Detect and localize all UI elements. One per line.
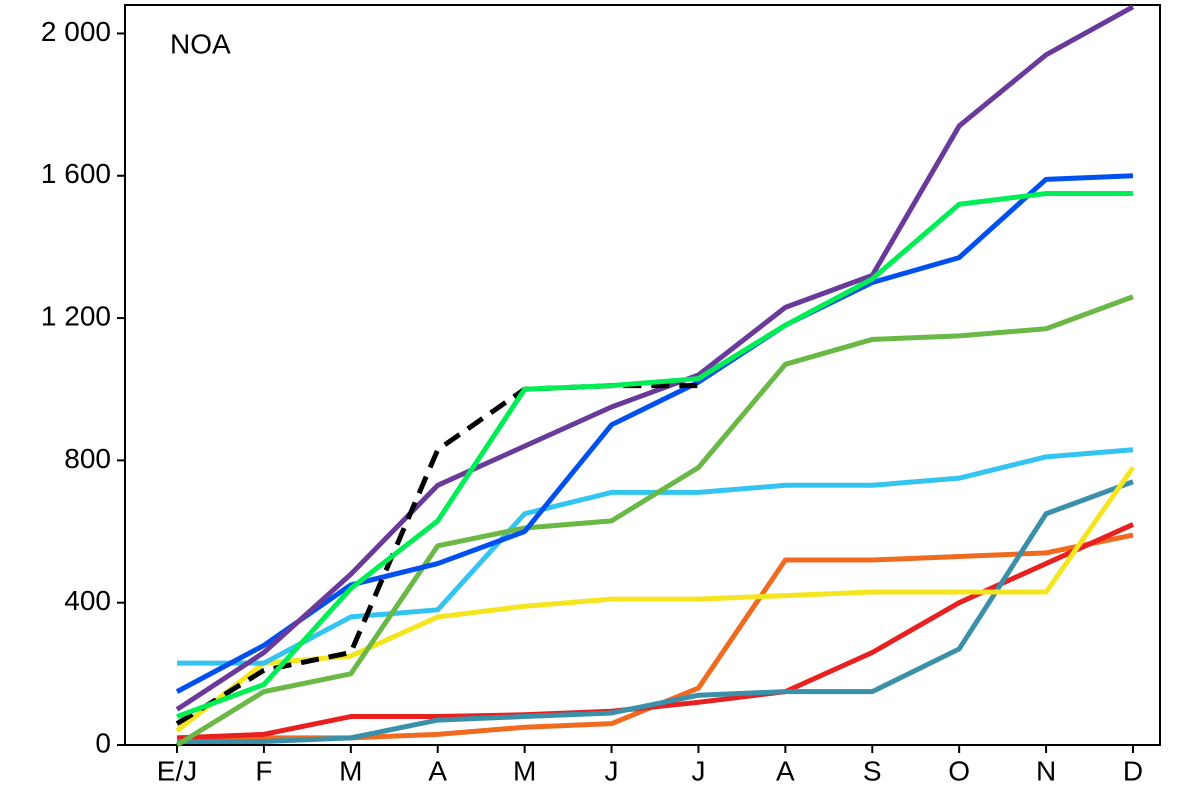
- x-tick-label: O: [948, 755, 970, 786]
- x-tick-label: M: [513, 755, 536, 786]
- y-tick-label: 0: [95, 727, 111, 758]
- x-tick-label: E/J: [157, 755, 197, 786]
- series-line: [177, 479, 1134, 744]
- y-tick-label: 1 600: [41, 158, 111, 189]
- x-tick-label: J: [691, 755, 705, 786]
- series-line: [175, 173, 1134, 694]
- series-line: [176, 532, 1134, 744]
- annotation: NOA: [170, 28, 231, 59]
- x-tick-label: M: [339, 755, 362, 786]
- x-tick-label: D: [1123, 755, 1143, 786]
- y-tick-label: 1 200: [41, 300, 111, 331]
- x-tick-label: A: [428, 755, 447, 786]
- x-tick-label: A: [776, 755, 795, 786]
- series-line: [176, 191, 1133, 719]
- x-tick-label: N: [1036, 755, 1056, 786]
- series-line: [175, 383, 699, 726]
- x-tick-label: J: [605, 755, 619, 786]
- x-tick-label: S: [863, 755, 882, 786]
- series-line: [176, 522, 1135, 741]
- plot-frame: [124, 4, 1161, 746]
- y-tick-label: 800: [64, 443, 111, 474]
- y-tick-label: 2 000: [41, 16, 111, 47]
- series-line: [175, 294, 1134, 748]
- series-line: [175, 4, 1135, 712]
- x-tick-label: F: [255, 755, 272, 786]
- y-tick-label: 400: [64, 585, 111, 616]
